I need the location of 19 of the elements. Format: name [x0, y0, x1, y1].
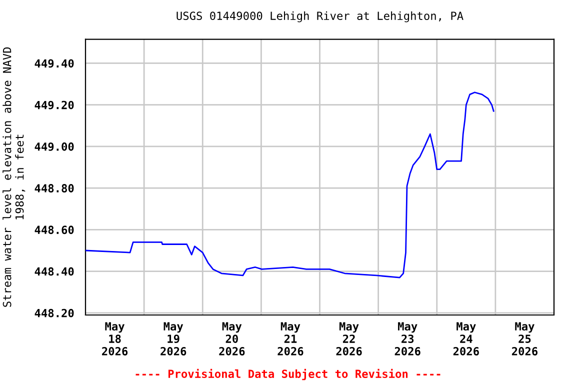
x-tick-label: May 20 2026 — [219, 322, 245, 356]
line-series — [86, 92, 494, 278]
y-tick-label: 448.60 — [34, 226, 74, 234]
x-tick-label: May 22 2026 — [336, 322, 362, 356]
x-tick-label: May 19 2026 — [160, 322, 186, 356]
y-tick-label: 448.20 — [34, 308, 74, 318]
x-tick-label: May 23 2026 — [394, 322, 420, 356]
y-tick-label: 449.20 — [34, 100, 74, 110]
x-tick-label: May 24 2026 — [453, 322, 479, 356]
y-tick-label: 448.80 — [34, 184, 74, 192]
y-tick-label: 449.40 — [34, 59, 74, 68]
x-tick-label: May 21 2026 — [278, 322, 304, 356]
y-axis-title: Stream water level elevation above NAVD 1988, in feet — [2, 47, 26, 307]
y-tick-label: 449.00 — [34, 142, 74, 151]
y-tick-label: 448.40 — [34, 267, 74, 276]
chart-title: USGS 01449000 Lehigh River at Lehighton, PA — [176, 11, 464, 22]
text: ---- Provisional Data Subject to Revision ---- — [136, 368, 440, 380]
x-tick-label: May 18 2026 — [102, 322, 128, 356]
x-tick-label: May 25 2026 — [512, 322, 538, 356]
